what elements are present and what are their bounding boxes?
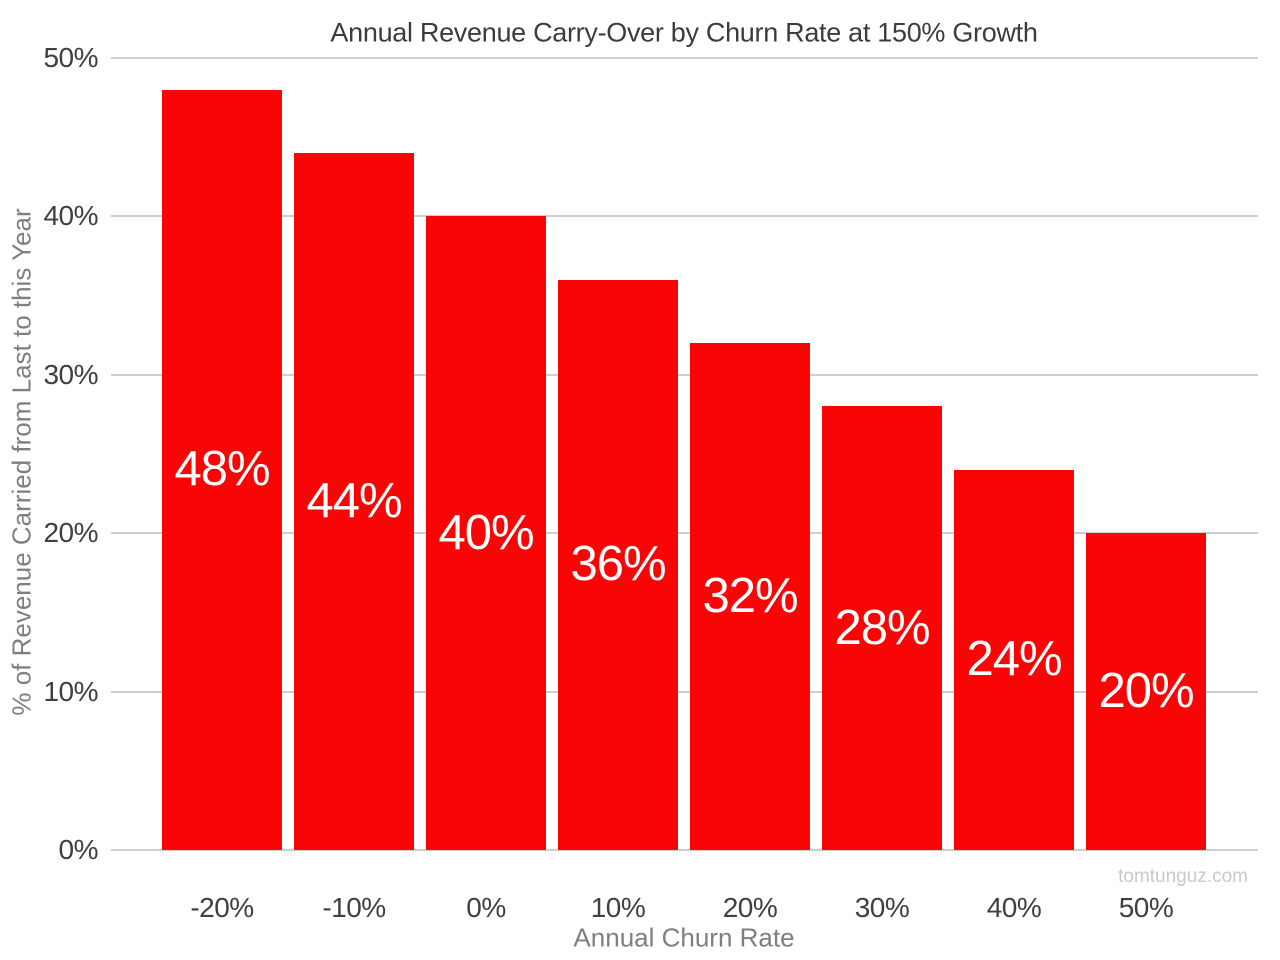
bar-value-label: 36% [570,537,666,592]
bar-value-label: 20% [1098,664,1194,719]
x-tick-label: 10% [590,892,646,923]
bar-churn-50%: 20% [1086,533,1206,850]
gridline [111,849,1258,851]
y-tick-label: 50% [43,42,98,73]
bar-value-label: 28% [834,600,930,655]
y-tick-label: 10% [43,675,98,707]
watermark: tomtunguz.com [1118,866,1248,887]
gridline [111,215,1258,218]
chart-title: Annual Revenue Carry-Over by Churn Rate … [330,17,1038,48]
gridline [111,373,1258,376]
x-tick-label: 40% [986,892,1042,923]
gridline [111,57,1258,59]
x-tick-label: -20% [190,892,254,923]
y-tick-label: 30% [43,358,98,390]
bar-value-label: 24% [966,632,1062,687]
x-tick-label: 0% [466,892,506,923]
y-axis-title: % of Revenue Carried from Last to this Y… [6,208,37,716]
bar-value-label: 40% [438,505,534,560]
plot-area: 48% 44% 40% 36% 32% 28% 24% 20% [111,57,1258,851]
bar-churn-20%: 32% [690,343,810,850]
bar-churn-30%: 28% [822,406,942,850]
y-tick-label: 40% [43,200,98,232]
x-tick-label: -10% [322,892,386,923]
gridline [111,532,1258,535]
bar-value-label: 32% [702,569,798,624]
bar-churn-0%: 40% [426,216,546,850]
bar-churn--10%: 44% [294,153,414,850]
x-axis-title: Annual Churn Rate [573,922,795,953]
bar-churn-10%: 36% [558,279,678,850]
x-tick-label: 50% [1118,892,1174,923]
x-tick-label: 20% [722,892,778,923]
y-tick-label: 20% [43,517,98,549]
bar-churn--20%: 48% [162,89,282,850]
gridline [111,690,1258,693]
y-tick-label: 0% [58,834,99,865]
x-tick-label: 30% [854,892,910,923]
bar-value-label: 48% [174,442,270,497]
bar-churn-40%: 24% [954,469,1074,850]
bar-value-label: 44% [306,474,402,529]
